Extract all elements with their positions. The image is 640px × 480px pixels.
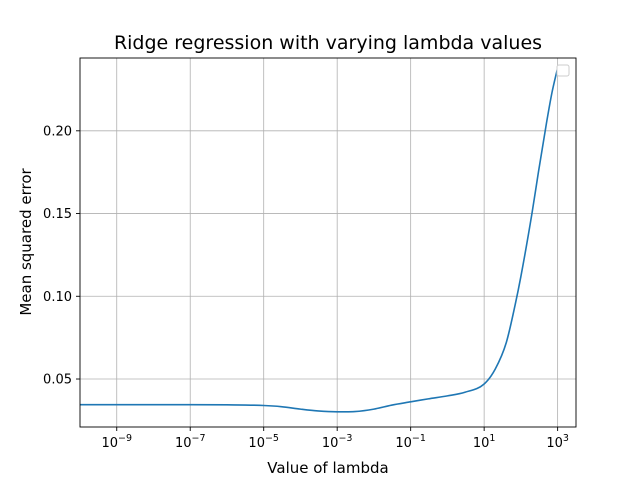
series-line [80,67,559,413]
y-tick-label: 0.10 [43,290,72,305]
y-axis-label: Mean squared error [17,167,35,315]
x-tick-label: 10−9 [101,433,132,451]
x-tick-label: 10−5 [248,433,279,451]
chart-title: Ridge regression with varying lambda val… [114,32,542,54]
x-axis-label: Value of lambda [267,459,388,477]
x-tick-label: 10−1 [395,433,426,451]
y-tick-label: 0.05 [43,373,72,388]
x-tick-label: 101 [473,433,496,451]
legend-box [556,64,570,77]
ticks: 10−9 10−7 10−5 10−3 10−1 101 103 0.05 0.10 0.15 0.… [43,124,569,451]
x-tick-label: 10−3 [322,433,353,451]
plot-frame [79,57,577,428]
y-tick-label: 0.15 [43,207,72,222]
y-tick-label: 0.20 [43,124,72,139]
x-tick-label: 10−7 [175,433,206,451]
grid [80,58,576,427]
x-tick-label: 103 [546,433,569,451]
